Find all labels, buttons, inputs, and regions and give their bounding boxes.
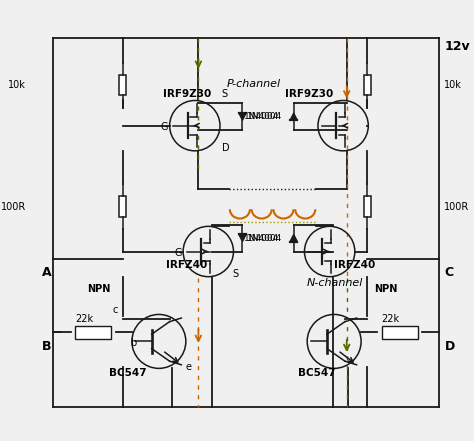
Bar [364,196,371,217]
Text: N-channel: N-channel [307,278,364,288]
Text: 22k: 22k [382,314,400,324]
Text: BC547: BC547 [298,367,336,377]
Text: 10k: 10k [444,80,462,90]
Bar [364,75,371,95]
Text: B: B [42,340,52,353]
Text: e: e [186,362,192,372]
Polygon shape [239,113,246,120]
Polygon shape [290,113,297,120]
Text: 1N4004: 1N4004 [244,112,280,121]
Text: 10k: 10k [8,80,26,90]
Text: D: D [222,143,229,153]
Text: 12v: 12v [445,40,470,53]
Text: IRFZ40: IRFZ40 [334,260,375,270]
Text: 1N4004: 1N4004 [244,234,280,243]
Text: D: D [445,340,455,353]
Text: G: G [161,122,168,132]
Text: 22k: 22k [75,314,93,324]
Text: P-channel: P-channel [226,79,281,89]
Bar [382,326,418,339]
Text: 1N4004: 1N4004 [247,112,282,121]
Bar [75,326,111,339]
Text: NPN: NPN [374,284,398,294]
Text: A: A [42,266,52,279]
Text: b: b [130,338,137,348]
Polygon shape [239,235,246,242]
Text: G: G [174,248,182,258]
Text: S: S [233,269,239,279]
Text: c: c [112,305,118,314]
Text: 1N4004: 1N4004 [247,234,282,243]
Text: IRFZ40: IRFZ40 [166,260,207,270]
Text: S: S [222,89,228,99]
Text: NPN: NPN [87,284,110,294]
Bar [119,75,127,95]
Text: C: C [445,266,454,279]
Text: BC547: BC547 [109,367,147,377]
Bar [119,196,127,217]
Text: 100R: 100R [444,202,469,212]
Text: IRF9Z30: IRF9Z30 [164,89,211,99]
Text: 100R: 100R [0,202,26,212]
Polygon shape [290,235,297,242]
Text: IRF9Z30: IRF9Z30 [285,89,333,99]
